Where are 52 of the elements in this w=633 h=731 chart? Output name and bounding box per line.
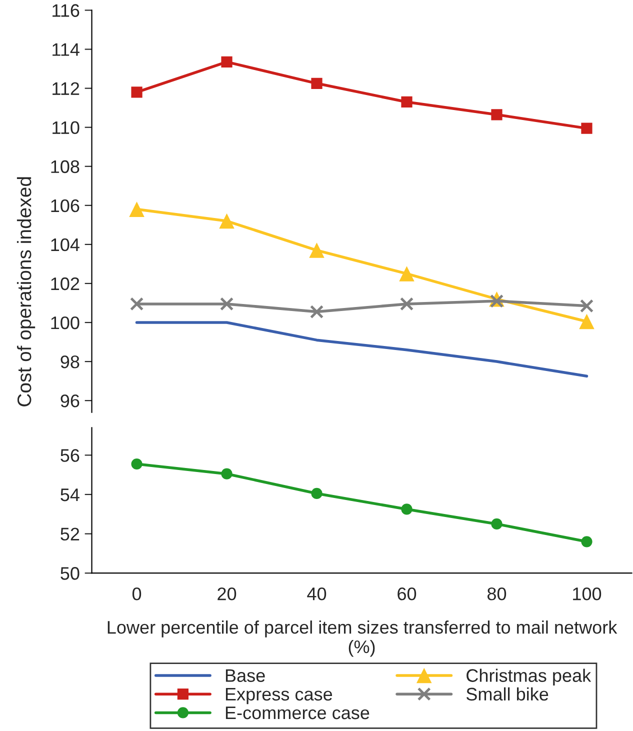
legend-label: Small bike [466,687,548,701]
y-tick-label: 98 [60,355,80,368]
x-tick-label: 80 [487,587,506,600]
point [581,536,592,548]
point [580,299,594,313]
line-series [135,321,588,378]
x-tick-label: 60 [398,587,416,600]
point [401,504,412,515]
legend-label: E-commerce case [226,706,370,720]
point [131,86,142,98]
y-tick-label: 52 [60,528,80,541]
point [220,297,234,311]
y-tick-label: 56 [60,449,80,462]
point [129,202,144,217]
x-axis-title: Lower percentile of parcel item sizes transferred to mail network (%) [108,620,618,657]
x-tick-label: 20 [218,587,236,600]
y-tick-label: 106 [51,199,80,212]
point [309,242,324,258]
y-tick-label: 116 [52,4,80,17]
point [399,266,414,282]
y-tick-label: 114 [52,43,80,56]
y-tick-label: 50 [60,567,80,580]
point [311,78,322,89]
x-tick-label: 0 [132,587,142,600]
point [221,468,232,480]
x-tick-label: 100 [573,587,602,600]
x-tick-label: 40 [307,587,326,600]
y-tick-label: 110 [52,121,80,134]
point [579,314,594,330]
point [130,297,144,311]
point [401,96,412,108]
y-tick-label: 96 [60,394,80,408]
y-tick-label: 100 [51,316,80,330]
legend-label: Express case [226,688,332,704]
y-tick-label: 108 [51,160,80,174]
point [581,122,592,134]
point [400,297,414,311]
point [491,518,502,530]
point [221,56,232,68]
y-tick-label: 112 [52,82,80,95]
point [219,213,234,229]
legend-label: Base [226,669,265,682]
point [131,458,142,470]
y-tick-label: 104 [51,238,80,252]
legend-label: Christmas peak [466,668,592,686]
point [490,294,504,308]
point [491,109,502,120]
y-axis-title: Cost of operations indexed [16,177,36,406]
point [310,304,324,319]
point [311,488,322,500]
y-tick-label: 102 [51,277,80,290]
y-tick-label: 54 [60,488,80,502]
